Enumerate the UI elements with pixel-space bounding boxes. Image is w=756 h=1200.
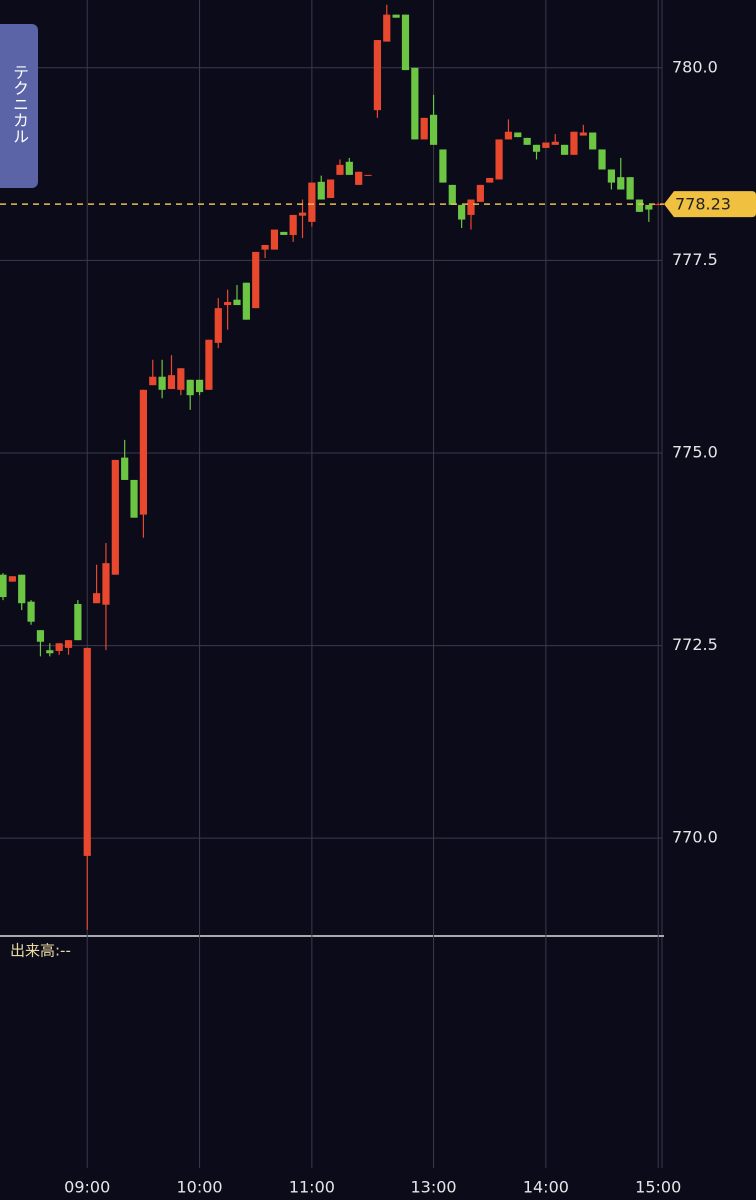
x-tick-label: 15:00 — [635, 1178, 681, 1197]
candle-body — [186, 379, 194, 396]
candle-body — [626, 177, 634, 200]
candle-body — [635, 199, 644, 212]
candle-body — [589, 132, 597, 150]
candle-body — [195, 379, 204, 393]
candle-body — [18, 574, 26, 604]
candle-body — [570, 131, 578, 155]
candle-body — [392, 14, 400, 18]
candle-body — [617, 177, 625, 190]
candle-body — [27, 601, 35, 622]
candle-body — [102, 563, 110, 605]
candle-body — [486, 177, 494, 183]
candle-body — [270, 229, 279, 250]
candle-body — [55, 643, 63, 651]
x-tick-label: 11:00 — [289, 1178, 335, 1197]
candle-body — [289, 214, 297, 235]
y-tick-label: 777.5 — [672, 250, 718, 269]
technical-button[interactable]: テクニカル — [0, 24, 38, 188]
candle-body — [654, 204, 662, 206]
volume-label: 出来高:-- — [10, 942, 71, 960]
candle-body — [205, 339, 213, 390]
candle-body — [224, 301, 232, 306]
candle-body — [420, 117, 428, 140]
candle-body — [532, 144, 541, 152]
candle-body — [214, 308, 222, 343]
candle-body — [561, 144, 569, 155]
candle-body — [476, 184, 484, 202]
candle-body — [514, 132, 522, 138]
candle-body — [523, 137, 531, 145]
candle-body — [551, 141, 559, 145]
candle-body — [401, 14, 410, 71]
candle-body — [139, 389, 147, 515]
candle-body — [233, 299, 241, 306]
candle-body — [495, 139, 503, 180]
candle-body — [336, 164, 344, 175]
candle-body — [458, 204, 466, 220]
candle-body — [83, 647, 91, 856]
candle-body — [411, 67, 419, 140]
candle-body — [121, 457, 129, 480]
candle-body — [242, 282, 250, 320]
candle-body — [8, 576, 16, 582]
last-price-label: 778.23 — [675, 195, 731, 214]
candle-body — [467, 199, 475, 215]
candle-body — [36, 630, 45, 642]
candle-body — [149, 376, 157, 386]
y-tick-label: 772.5 — [672, 635, 718, 654]
candle-body — [177, 368, 185, 390]
x-tick-label: 13:00 — [411, 1178, 457, 1197]
candle-body — [158, 376, 166, 390]
candle-body — [448, 184, 456, 205]
y-tick-label: 780.0 — [672, 57, 718, 76]
candle-body — [598, 149, 606, 170]
y-tick-label: 775.0 — [672, 442, 718, 461]
candle-body — [579, 132, 587, 136]
candle-body — [439, 149, 447, 183]
candle-body — [46, 650, 54, 654]
candle-body — [252, 251, 260, 309]
candle-body — [64, 640, 73, 648]
x-tick-label: 14:00 — [523, 1178, 569, 1197]
candle-body — [504, 131, 513, 140]
candle-body — [308, 182, 316, 222]
candle-body — [317, 181, 325, 200]
last-price-badge — [664, 191, 756, 218]
candle-body — [280, 231, 288, 235]
candle-body — [542, 142, 550, 148]
candle-body — [355, 171, 363, 185]
candle-body — [0, 574, 7, 598]
x-tick-label: 09:00 — [64, 1178, 110, 1197]
candle-body — [345, 161, 353, 175]
candle-body — [607, 169, 615, 183]
candle-body — [429, 114, 438, 145]
candle-body — [364, 174, 372, 176]
candle-body — [373, 40, 381, 111]
candle-body — [383, 14, 391, 42]
candle-body — [111, 459, 119, 575]
candle-body — [645, 204, 653, 210]
y-tick-label: 770.0 — [672, 828, 718, 847]
candle-body — [327, 179, 335, 198]
candle-body — [298, 212, 307, 216]
x-tick-label: 10:00 — [177, 1178, 223, 1197]
candle-body — [93, 593, 101, 604]
candle-body — [167, 375, 176, 390]
candle-body — [74, 603, 82, 641]
candle-body — [261, 244, 269, 250]
candle-body — [130, 479, 138, 518]
